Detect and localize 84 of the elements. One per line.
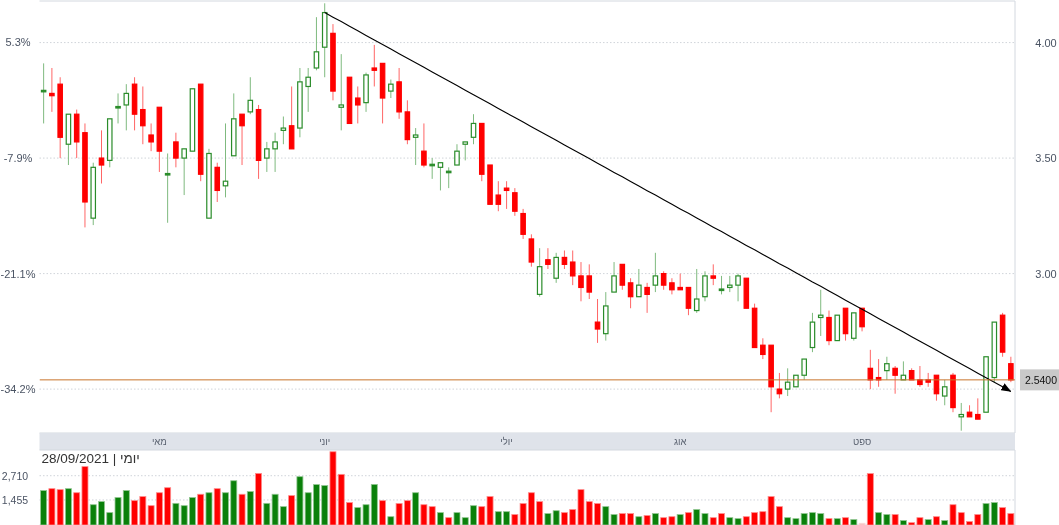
- candlestick: [140, 85, 146, 145]
- candlestick: [685, 286, 692, 316]
- candlestick: [272, 132, 278, 173]
- y2-tick-label: -21.1%: [0, 268, 36, 281]
- candlestick: [594, 298, 601, 344]
- candlestick: [148, 122, 154, 152]
- candlestick: [867, 349, 874, 390]
- candlestick: [421, 122, 427, 168]
- candlestick: [545, 247, 551, 270]
- ref-line-label: 2.5400: [1024, 373, 1058, 386]
- candlestick: [288, 85, 295, 150]
- candlestick: [520, 208, 526, 240]
- candlestick: [826, 310, 832, 346]
- candlestick: [49, 67, 55, 113]
- candlestick: [247, 76, 254, 115]
- candlestick: [760, 337, 766, 360]
- candlestick: [553, 252, 559, 284]
- candlestick: [586, 263, 593, 300]
- chart-title: 28/09/2021 | יומי: [41, 451, 140, 466]
- candlestick: [619, 263, 626, 291]
- candlestick: [817, 289, 824, 337]
- y2-tick-label: 5.3%: [5, 36, 31, 49]
- candlestick: [214, 162, 221, 203]
- candlestick: [693, 268, 700, 314]
- candlestick: [264, 141, 270, 173]
- y-tick-label: 3.50: [1035, 152, 1057, 165]
- candlestick: [660, 270, 667, 291]
- candlestick: [561, 250, 568, 270]
- x-tick-label: יולי: [500, 436, 513, 447]
- y-tick-label: 1,455: [1, 493, 29, 506]
- candlestick: [412, 127, 419, 166]
- candlestick: [958, 402, 965, 432]
- candlestick: [801, 358, 807, 381]
- candlestick: [578, 261, 584, 302]
- x-tick-label: מאי: [151, 436, 167, 447]
- candlestick: [454, 143, 460, 166]
- candlestick: [627, 277, 634, 309]
- candlestick: [941, 379, 948, 406]
- candlestick: [776, 372, 783, 399]
- y-tick-label: 4.00: [1035, 36, 1057, 49]
- candlestick: [123, 83, 130, 131]
- candlestick: [164, 152, 171, 224]
- candlestick: [462, 141, 469, 161]
- candlestick: [354, 85, 361, 124]
- candlestick: [702, 270, 708, 302]
- x-tick-label: אוג: [673, 436, 687, 447]
- candlestick: [784, 367, 791, 397]
- candlestick: [173, 132, 179, 168]
- candlestick: [892, 365, 898, 395]
- candlestick: [371, 44, 378, 87]
- candlestick: [280, 116, 287, 145]
- candlestick: [569, 250, 576, 286]
- y2-tick-label: -7.9%: [3, 152, 33, 165]
- candlestick: [1008, 356, 1014, 383]
- candlestick: [313, 16, 320, 71]
- candlestick: [470, 113, 477, 145]
- candlestick: [115, 92, 121, 124]
- y2-tick-label: -34.2%: [0, 383, 36, 396]
- candlestick: [718, 275, 725, 295]
- candlestick: [305, 67, 311, 113]
- candlestick: [338, 53, 345, 131]
- candlestick: [859, 307, 865, 332]
- candlestick: [611, 261, 617, 293]
- candlestick: [181, 148, 187, 196]
- candlestick: [636, 268, 642, 298]
- candlestick: [388, 79, 394, 99]
- candlestick: [528, 233, 535, 268]
- candlestick: [98, 129, 105, 184]
- candlestick: [652, 252, 659, 293]
- x-tick-label: יוני: [319, 436, 331, 447]
- y-tick-label: 3.00: [1035, 267, 1057, 280]
- y-tick-label: 2,710: [1, 469, 29, 482]
- candlestick: [669, 277, 675, 295]
- candlestick: [512, 187, 518, 217]
- candlestick: [710, 263, 717, 286]
- candlestick: [239, 113, 245, 166]
- candlestick: [437, 162, 444, 191]
- x-tick-label: ספט: [852, 436, 872, 447]
- candlestick: [975, 397, 981, 420]
- candlestick: [644, 282, 650, 314]
- candlestick: [495, 180, 502, 212]
- candlestick: [735, 273, 741, 302]
- candlestick: [884, 356, 890, 381]
- candlestick: [503, 180, 510, 210]
